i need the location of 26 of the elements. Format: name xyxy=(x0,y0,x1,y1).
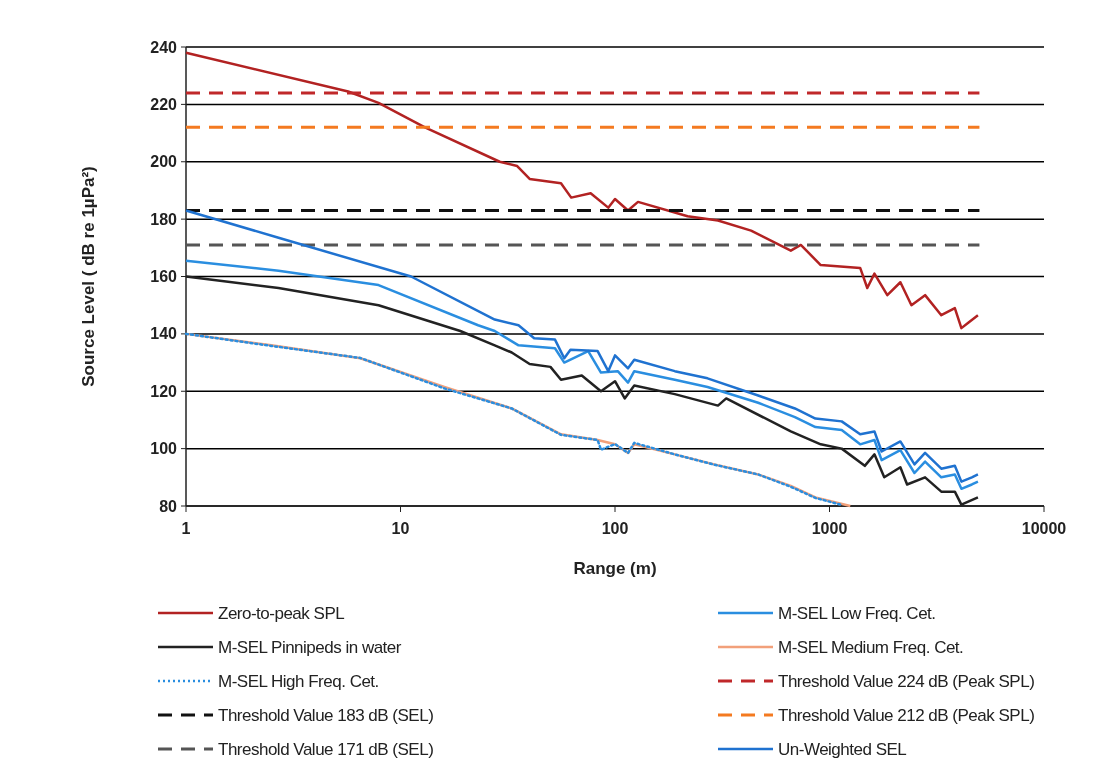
x-axis-title: Range (m) xyxy=(573,559,657,578)
legend-label: Un-Weighted SEL xyxy=(778,739,907,759)
legend-label: M-SEL Pinnipeds in water xyxy=(218,637,402,657)
x-tick-label: 10000 xyxy=(1021,520,1067,537)
legend-label: Threshold Value 171 dB (SEL) xyxy=(218,739,434,759)
x-tick-label: 10 xyxy=(391,520,410,537)
y-tick-label: 220 xyxy=(150,95,178,113)
y-tick-label: 160 xyxy=(150,268,178,286)
legend-label: Threshold Value 224 dB (Peak SPL) xyxy=(778,671,1035,691)
y-axis-title: Source Level ( dB re 1µPa²) xyxy=(79,166,98,387)
legend-label: M-SEL High Freq. Cet. xyxy=(218,671,379,691)
y-tick-label: 100 xyxy=(150,440,178,458)
y-tick-label: 180 xyxy=(150,210,178,228)
x-tick-label: 1 xyxy=(181,520,191,537)
y-tick-label: 240 xyxy=(150,38,178,56)
legend-label: Threshold Value 212 dB (Peak SPL) xyxy=(778,705,1035,725)
x-tick-label: 1000 xyxy=(811,520,848,537)
legend-label: Threshold Value 183 dB (SEL) xyxy=(218,705,434,725)
legend-label: Zero-to-peak SPL xyxy=(218,603,345,623)
y-tick-label: 140 xyxy=(150,325,178,343)
x-tick-label: 100 xyxy=(601,520,629,537)
y-tick-label: 120 xyxy=(150,382,178,400)
legend-label: M-SEL Low Freq. Cet. xyxy=(778,603,936,623)
y-tick-label: 80 xyxy=(159,497,178,515)
legend-label: M-SEL Medium Freq. Cet. xyxy=(778,637,964,657)
y-tick-label: 200 xyxy=(150,153,178,171)
